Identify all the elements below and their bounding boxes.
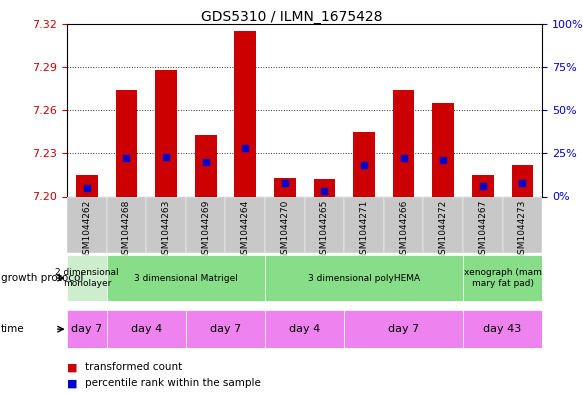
Text: time: time [1,324,24,334]
Bar [503,196,542,253]
Bar [107,255,265,301]
Bar [384,196,423,253]
Text: GDS5310 / ILMN_1675428: GDS5310 / ILMN_1675428 [201,10,382,24]
Point [399,155,408,162]
Bar [76,175,98,196]
Text: day 4: day 4 [131,324,162,334]
Bar [463,255,542,301]
Text: xenograph (mam
mary fat pad): xenograph (mam mary fat pad) [463,268,542,288]
Text: GSM1044266: GSM1044266 [399,199,408,260]
Text: day 4: day 4 [289,324,320,334]
Bar [274,178,296,196]
Point [438,157,448,163]
Bar [67,310,107,348]
Bar [226,196,265,253]
Point [359,162,368,169]
Bar [107,196,146,253]
Bar [107,310,186,348]
Text: 2 dimensional
monolayer: 2 dimensional monolayer [55,268,119,288]
Bar [511,165,533,196]
Text: growth protocol: growth protocol [1,273,83,283]
Text: transformed count: transformed count [85,362,182,373]
Text: GSM1044272: GSM1044272 [438,199,448,260]
Bar [186,196,226,253]
Point [201,159,210,165]
Text: GSM1044264: GSM1044264 [241,199,250,260]
Point [161,154,171,160]
Bar [463,310,542,348]
Text: day 43: day 43 [483,324,522,334]
Bar [155,70,177,196]
Text: GSM1044262: GSM1044262 [82,199,92,260]
Text: ■: ■ [67,378,78,388]
Bar [195,134,216,196]
Bar [234,31,256,196]
Point [319,188,329,195]
Bar [304,196,344,253]
Bar [393,90,415,196]
Text: GSM1044271: GSM1044271 [360,199,368,260]
Point [518,180,527,186]
Text: 3 dimensional Matrigel: 3 dimensional Matrigel [134,274,238,283]
Bar [186,310,265,348]
Bar [433,103,454,196]
Bar [67,196,107,253]
Bar [146,196,186,253]
Point [241,145,250,151]
Bar [314,179,335,196]
Text: ■: ■ [67,362,78,373]
Bar [344,196,384,253]
Point [82,185,92,191]
Text: GSM1044268: GSM1044268 [122,199,131,260]
Bar [463,196,503,253]
Text: GSM1044270: GSM1044270 [280,199,289,260]
Text: GSM1044273: GSM1044273 [518,199,527,260]
Text: percentile rank within the sample: percentile rank within the sample [85,378,261,388]
Bar [265,196,304,253]
Text: GSM1044265: GSM1044265 [320,199,329,260]
Text: GSM1044269: GSM1044269 [201,199,210,260]
Bar [353,132,375,196]
Point [478,183,487,189]
Bar [344,310,463,348]
Text: 3 dimensional polyHEMA: 3 dimensional polyHEMA [308,274,420,283]
Bar [423,196,463,253]
Text: day 7: day 7 [71,324,103,334]
Point [280,180,290,186]
Point [122,155,131,162]
Bar [265,310,344,348]
Bar [472,175,494,196]
Bar [67,255,107,301]
Bar [265,255,463,301]
Bar [115,90,138,196]
Text: GSM1044267: GSM1044267 [478,199,487,260]
Text: day 7: day 7 [210,324,241,334]
Text: GSM1044263: GSM1044263 [161,199,171,260]
Text: day 7: day 7 [388,324,419,334]
